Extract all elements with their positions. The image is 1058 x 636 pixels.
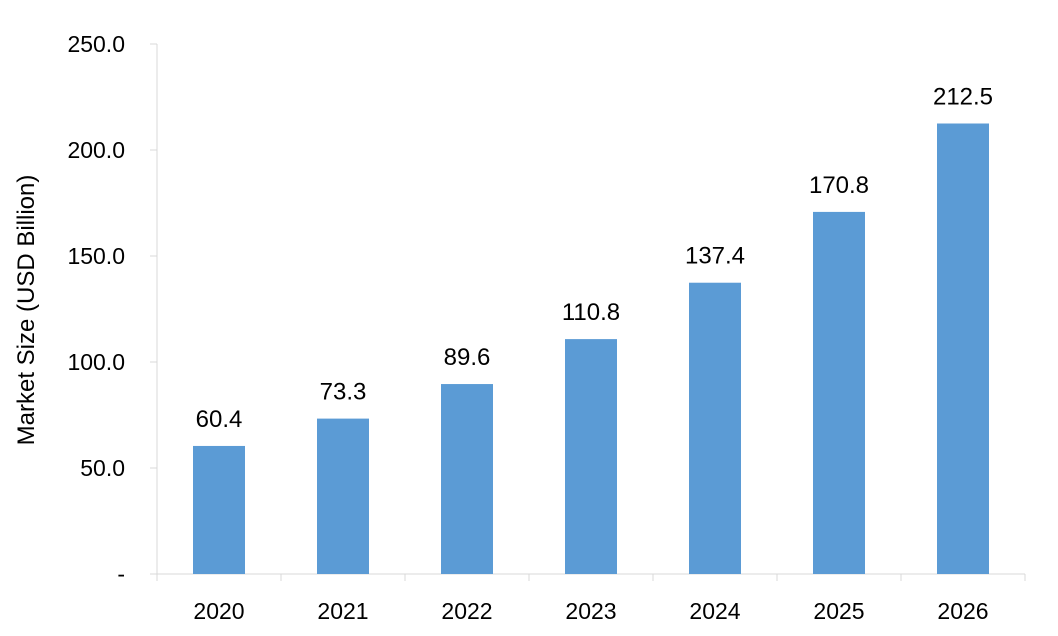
- y-tick-label: 50.0: [80, 455, 125, 481]
- bar-2024: [689, 282, 741, 574]
- data-label-2020: 60.4: [196, 406, 243, 433]
- bar-2021: [317, 418, 369, 574]
- y-tick-label: 250.0: [67, 31, 125, 57]
- y-tick-label: 100.0: [67, 349, 125, 375]
- bar-2026: [937, 123, 989, 574]
- x-tick-label: 2022: [441, 598, 492, 624]
- x-axis: 2020 2021 2022 2023 2024 2025 2026: [156, 573, 1026, 624]
- data-label-2024: 137.4: [685, 243, 745, 270]
- x-tick-label: 2024: [689, 598, 740, 624]
- data-label-2025: 170.8: [809, 172, 869, 199]
- x-tick-label: 2026: [937, 598, 988, 624]
- y-tick-label: 150.0: [67, 243, 125, 269]
- y-tick-label: 200.0: [67, 137, 125, 163]
- bar-2025: [813, 211, 865, 575]
- data-label-2023: 110.8: [562, 299, 620, 326]
- bar-2022: [441, 384, 493, 574]
- x-tick-label: 2020: [193, 598, 244, 624]
- data-label-2026: 212.5: [933, 84, 993, 111]
- data-label-2022: 89.6: [444, 344, 491, 371]
- data-labels-group: 60.4 73.3 89.6 110.8 137.4 170.8 212.5: [196, 84, 993, 433]
- bar-2020: [193, 445, 245, 574]
- y-axis: - 50.0 100.0 150.0 200.0 250.0: [67, 31, 158, 587]
- x-tick-label: 2021: [317, 598, 368, 624]
- y-axis-title: Market Size (USD Billion): [13, 175, 40, 446]
- bar-2023: [565, 339, 617, 574]
- data-label-2021: 73.3: [320, 379, 367, 406]
- x-tick-label: 2025: [813, 598, 864, 624]
- y-tick-label: -: [117, 561, 125, 587]
- x-tick-label: 2023: [565, 598, 616, 624]
- bars-group: [193, 123, 989, 575]
